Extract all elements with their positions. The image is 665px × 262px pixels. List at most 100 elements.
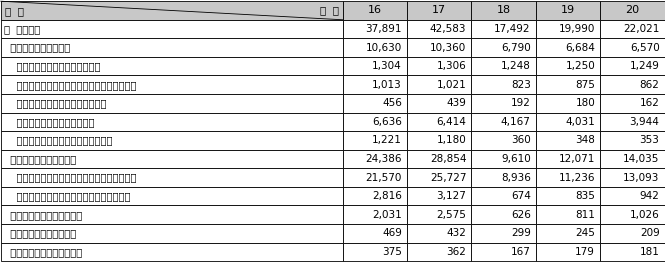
Bar [407, 94, 471, 113]
Text: 10,630: 10,630 [366, 43, 402, 53]
Text: 16: 16 [368, 6, 382, 15]
Text: 2,575: 2,575 [436, 210, 466, 220]
Bar [342, 113, 407, 131]
Text: 1,180: 1,180 [437, 135, 466, 145]
Bar [471, 168, 536, 187]
Text: 20: 20 [625, 6, 639, 15]
Bar [342, 94, 407, 113]
Text: 180: 180 [575, 98, 595, 108]
Text: 353: 353 [640, 135, 660, 145]
Bar [407, 168, 471, 187]
Bar [342, 243, 407, 261]
Bar [471, 57, 536, 75]
Text: 6,684: 6,684 [565, 43, 595, 53]
Text: 第２号営業（アダルトビデオ等通信販売）: 第２号営業（アダルトビデオ等通信販売） [4, 191, 130, 201]
Bar [471, 75, 536, 94]
Text: 192: 192 [511, 98, 531, 108]
Bar [1, 38, 342, 57]
Bar [407, 57, 471, 75]
Text: 第１号営業（派遣型ファッションヘルス等）: 第１号営業（派遣型ファッションヘルス等） [4, 173, 136, 183]
Text: 4,167: 4,167 [501, 117, 531, 127]
Bar [1, 150, 342, 168]
Text: 無店舗型電話異性紹介営業: 無店舗型電話異性紹介営業 [4, 247, 82, 257]
Bar [342, 1, 407, 20]
Text: 無店舗型性風俗特殊営業: 無店舗型性風俗特殊営業 [4, 154, 76, 164]
Bar [471, 131, 536, 150]
Text: 942: 942 [640, 191, 660, 201]
Text: 835: 835 [575, 191, 595, 201]
Text: 299: 299 [511, 228, 531, 238]
Bar [407, 187, 471, 205]
Bar [600, 224, 664, 243]
Text: 10,360: 10,360 [430, 43, 466, 53]
Bar [471, 150, 536, 168]
Text: 181: 181 [640, 247, 660, 257]
Bar [600, 94, 664, 113]
Bar [600, 75, 664, 94]
Text: 4,031: 4,031 [565, 117, 595, 127]
Text: 2,816: 2,816 [372, 191, 402, 201]
Text: 区  分: 区 分 [5, 6, 24, 16]
Bar [342, 57, 407, 75]
Text: 9,610: 9,610 [501, 154, 531, 164]
Text: 第３号営業（ストリップ劇場等）: 第３号営業（ストリップ劇場等） [4, 98, 106, 108]
Bar [1, 187, 342, 205]
Bar [407, 1, 471, 20]
Bar [407, 20, 471, 38]
Bar [536, 94, 600, 113]
Bar [342, 205, 407, 224]
Bar [471, 243, 536, 261]
Bar [1, 113, 342, 131]
Bar [600, 205, 664, 224]
Text: 1,304: 1,304 [372, 61, 402, 71]
Bar [1, 1, 342, 20]
Text: 875: 875 [575, 80, 595, 90]
Text: 店舗型性風俗特殊営業: 店舗型性風俗特殊営業 [4, 43, 70, 53]
Text: 1,249: 1,249 [630, 61, 660, 71]
Text: 862: 862 [640, 80, 660, 90]
Text: 19,990: 19,990 [559, 24, 595, 34]
Text: 8,936: 8,936 [501, 173, 531, 183]
Bar [407, 205, 471, 224]
Text: 179: 179 [575, 247, 595, 257]
Text: 13,093: 13,093 [623, 173, 660, 183]
Text: 21,570: 21,570 [366, 173, 402, 183]
Bar [471, 38, 536, 57]
Bar [600, 57, 664, 75]
Text: 1,021: 1,021 [437, 80, 466, 90]
Text: 2,031: 2,031 [372, 210, 402, 220]
Bar [471, 1, 536, 20]
Bar [536, 131, 600, 150]
Text: 375: 375 [382, 247, 402, 257]
Bar [536, 75, 600, 94]
Bar [600, 113, 664, 131]
Bar [342, 224, 407, 243]
Bar [407, 131, 471, 150]
Bar [407, 38, 471, 57]
Text: 11,236: 11,236 [559, 173, 595, 183]
Bar [536, 20, 600, 38]
Text: 1,221: 1,221 [372, 135, 402, 145]
Bar [1, 168, 342, 187]
Text: 22,021: 22,021 [623, 24, 660, 34]
Bar [1, 94, 342, 113]
Text: 37,891: 37,891 [366, 24, 402, 34]
Text: 456: 456 [382, 98, 402, 108]
Text: 6,414: 6,414 [436, 117, 466, 127]
Bar [536, 168, 600, 187]
Text: 17: 17 [432, 6, 446, 15]
Text: 162: 162 [640, 98, 660, 108]
Bar [471, 113, 536, 131]
Bar [600, 20, 664, 38]
Text: 17,492: 17,492 [494, 24, 531, 34]
Bar [536, 243, 600, 261]
Bar [407, 243, 471, 261]
Bar [342, 75, 407, 94]
Bar [600, 38, 664, 57]
Bar [536, 187, 600, 205]
Text: 6,636: 6,636 [372, 117, 402, 127]
Text: 167: 167 [511, 247, 531, 257]
Text: 811: 811 [575, 210, 595, 220]
Bar [1, 57, 342, 75]
Bar [536, 1, 600, 20]
